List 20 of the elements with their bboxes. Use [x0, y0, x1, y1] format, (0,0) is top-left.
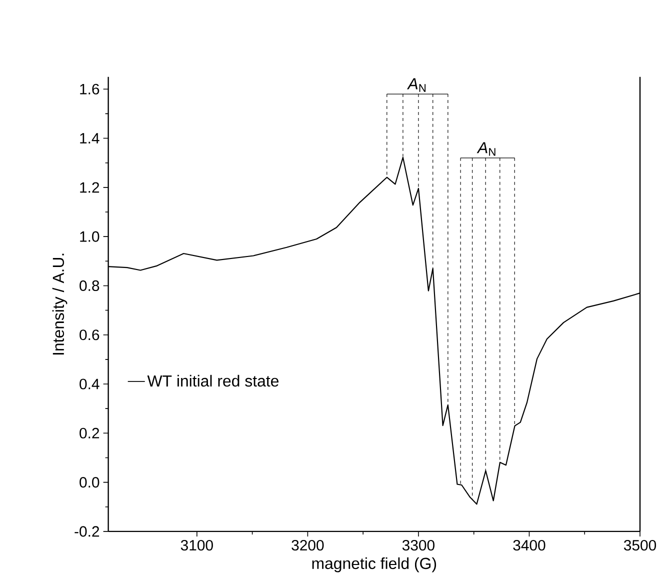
y-tick-label: 0.2	[80, 428, 100, 439]
y-tick-label: 0.4	[80, 378, 100, 390]
annotation: A$_{N}$	[476, 142, 496, 156]
x-tick-label: 3100	[180, 540, 213, 551]
x-tick-label: 3200	[292, 540, 324, 551]
y-tick-label: 1.0	[80, 231, 100, 242]
y-tick-label: 0.8	[80, 280, 100, 292]
annotation: A$_{N}$	[406, 78, 426, 92]
y-tick-label: 1.6	[80, 84, 100, 95]
y-tick-label: 0.6	[80, 330, 100, 340]
x-axis-title: magnetic field (G)	[312, 558, 436, 572]
y-tick-label: -0.2	[74, 526, 100, 537]
x-tick-label: 3400	[513, 540, 546, 551]
x-tick-label: 3500	[624, 540, 656, 551]
y-axis-title: Intensity / A.U.	[52, 254, 68, 355]
legend-label: WT initial red state	[147, 375, 278, 387]
y-tick-label: 0.0	[80, 477, 100, 488]
x-tick-label: 3300	[402, 540, 434, 551]
y-tick-label: 1.2	[80, 182, 100, 193]
y-tick-label: 1.4	[80, 133, 100, 144]
